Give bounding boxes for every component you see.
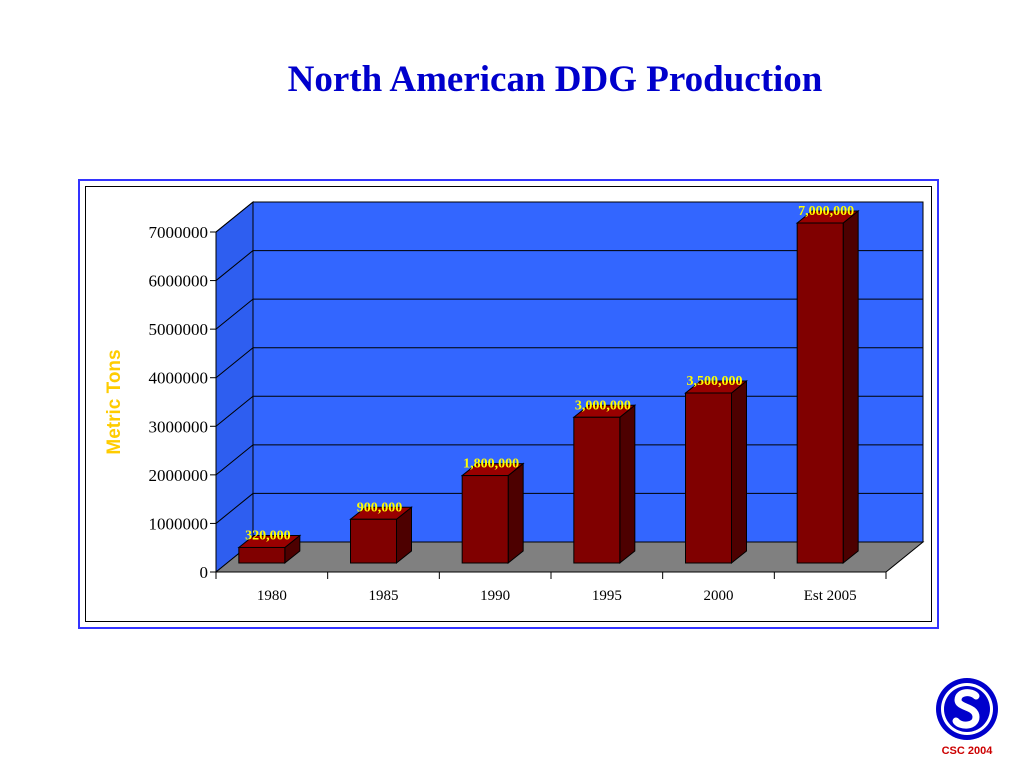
gridline-side [215,347,254,379]
bar-front [796,222,844,564]
gridline-side [215,444,254,476]
gridline-side [215,493,254,524]
csc-s-logo-icon [936,678,998,740]
bar [460,462,525,565]
y-tick-label: 7000000 [149,223,209,242]
gridline-side [215,395,254,427]
y-tick-label: 1000000 [149,514,209,533]
bar-side [842,209,859,565]
bar-front [685,392,732,564]
bar-front [238,546,286,564]
bar-front [573,416,621,564]
y-tick-label: 2000000 [149,466,209,485]
data-label: 7,000,000 [798,204,854,219]
data-label: 3,500,000 [687,374,743,389]
chart-side-wall [215,200,254,574]
x-tick-label: 1980 [257,588,287,604]
x-tick-label: Est 2005 [804,588,857,604]
data-label: 900,000 [357,500,403,515]
bar [237,534,302,565]
y-tick-label: 4000000 [149,369,209,388]
x-tick-label: 2000 [704,588,734,604]
page-title: North American DDG Production [287,59,823,100]
data-label: 3,000,000 [575,398,631,413]
bar-side [507,462,524,565]
x-tick-label: 1995 [592,588,622,604]
x-tick-label: 1990 [480,588,510,604]
data-label: 320,000 [245,528,291,543]
bar-side [731,379,747,565]
logo-caption: CSC 2004 [941,745,993,757]
bar [349,506,413,565]
y-tick-label: 5000000 [149,320,209,339]
gridline-side [215,250,254,281]
bar [795,209,860,565]
x-tick-label: 1985 [369,588,399,604]
gridline-side [215,201,254,233]
gridline-side [215,298,254,330]
y-tick-label: 0 [200,563,209,582]
y-axis-label: Metric Tons [104,349,125,454]
bar [572,404,637,565]
chart-plot-border [85,186,932,622]
bar-front [350,518,397,564]
bar-side [619,404,636,565]
bar [684,379,748,565]
y-tick-label: 3000000 [149,417,209,436]
y-tick-label: 6000000 [149,272,209,291]
data-label: 1,800,000 [463,457,519,472]
bar-front [461,475,509,564]
